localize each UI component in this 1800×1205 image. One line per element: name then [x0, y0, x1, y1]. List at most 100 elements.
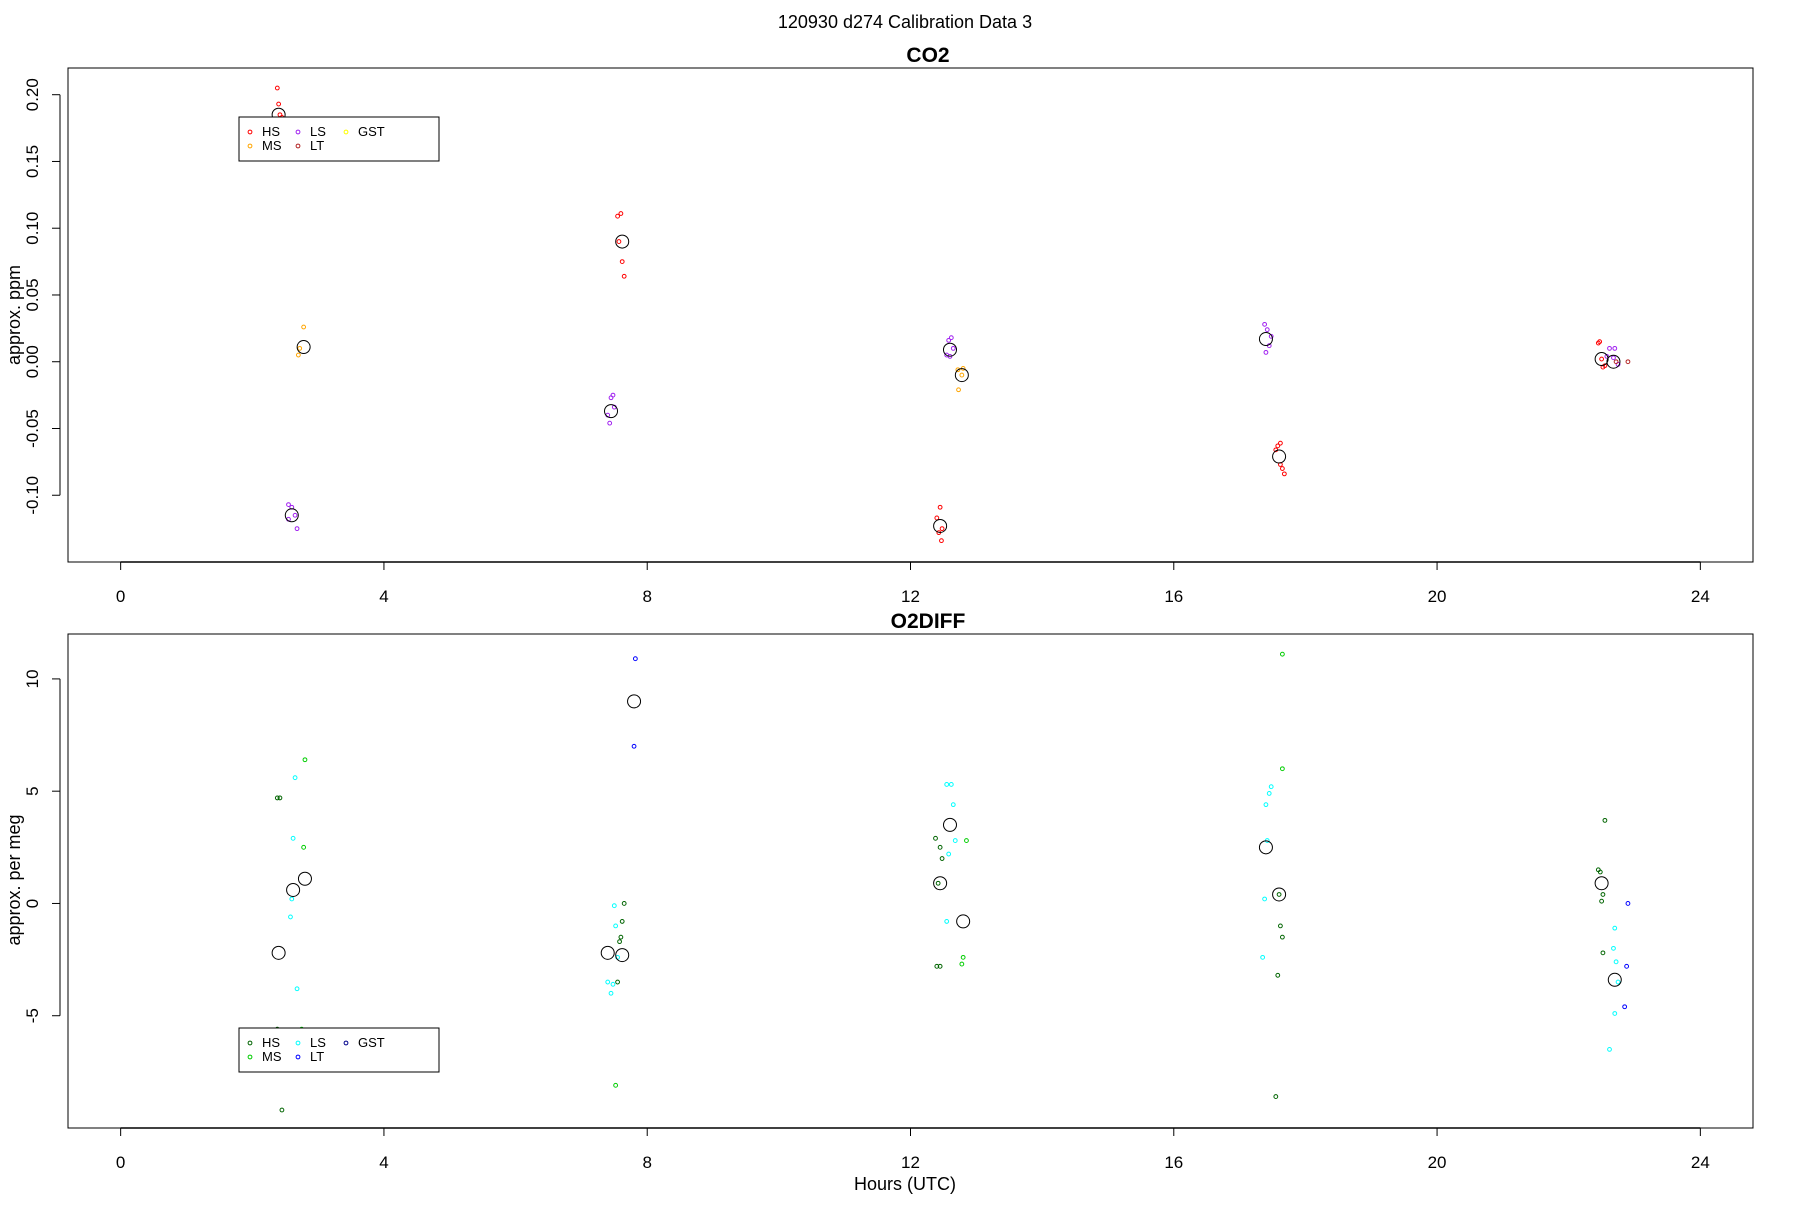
o2diff-point-ms: [960, 954, 966, 960]
co2-point-hs: [1597, 339, 1603, 345]
o2diff-point-hs: [1279, 934, 1285, 940]
co2-mean-marker: [1594, 352, 1609, 367]
o2diff-mean-marker: [1607, 972, 1622, 987]
o2diff-mean-marker: [615, 948, 630, 963]
co2-point-hs: [274, 85, 280, 91]
o2diff-point-hs: [277, 795, 283, 801]
co2-x-tick-label: 16: [1164, 587, 1183, 606]
co2-point-ls: [292, 512, 298, 518]
o2diff-legend-label: GST: [358, 1035, 385, 1050]
co2-point-ls: [1264, 327, 1270, 333]
co2-y-tick-label: 0.20: [23, 78, 42, 111]
o2diff-mean-marker: [933, 876, 948, 891]
o2diff-mean-marker: [286, 882, 301, 897]
o2diff-legend-marker: [343, 1040, 349, 1046]
o2diff-panel: O2DIFF -5 0 5 10 0 4 8 12 16 20 24 approx. per me…: [4, 610, 1754, 1194]
co2-legend-label: GST: [358, 124, 385, 139]
o2diff-y-tick-label: 5: [23, 786, 42, 795]
co2-y-tick-label: -0.10: [23, 476, 42, 515]
co2-point-ls: [946, 337, 952, 343]
o2diff-mean-marker: [1272, 887, 1287, 902]
o2diff-y-tick-label: -5: [23, 1008, 42, 1023]
co2-y-tick-label: -0.05: [23, 409, 42, 448]
o2diff-y-axis-label: approx. per meg: [4, 814, 24, 945]
co2-point-ls: [1263, 349, 1269, 355]
o2diff-point-ls: [1612, 925, 1618, 931]
o2diff-point-ls: [1615, 979, 1621, 985]
o2diff-mean-marker: [1594, 876, 1609, 891]
o2diff-point-lt: [1624, 963, 1630, 969]
co2-points: [271, 85, 1631, 544]
o2diff-point-lt: [1622, 1004, 1628, 1010]
o2diff-point-hs: [1278, 923, 1283, 929]
co2-point-lt: [1625, 359, 1631, 365]
co2-legend-label: MS: [262, 138, 282, 153]
o2diff-point-hs: [279, 1107, 285, 1113]
co2-x-tick-label: 8: [642, 587, 651, 606]
o2diff-point-ms: [302, 757, 308, 763]
o2diff-point-hs: [274, 795, 280, 801]
co2-point-hs: [939, 538, 944, 544]
o2diff-y-tick-label: 10: [23, 669, 42, 688]
o2diff-point-hs: [1600, 950, 1606, 956]
o2diff-point-ls: [944, 919, 950, 924]
o2diff-mean-marker: [956, 914, 971, 929]
o2diff-mean-marker: [627, 694, 642, 709]
co2-legend-marker: [343, 129, 349, 135]
o2diff-point-hs: [1273, 1094, 1279, 1099]
o2diff-point-ls: [610, 981, 616, 987]
o2diff-point-ms: [613, 1082, 619, 1088]
o2diff-legend-marker: [295, 1054, 301, 1060]
o2diff-legend-label: LS: [310, 1035, 326, 1050]
co2-point-ms: [295, 352, 301, 358]
co2-y-tick-label: 0.15: [23, 145, 42, 178]
co2-y-axis-label: approx. ppm: [4, 265, 24, 365]
o2diff-point-hs: [621, 901, 627, 906]
o2diff-point-hs: [617, 939, 622, 945]
co2-title: CO2: [906, 44, 949, 67]
co2-mean-marker: [954, 368, 969, 383]
co2-point-hs: [619, 259, 625, 264]
co2-point-ms: [959, 372, 965, 378]
o2diff-point-hs: [1600, 892, 1606, 897]
o2diff-point-ls: [950, 802, 956, 808]
o2diff-point-ms: [1279, 766, 1285, 772]
co2-point-lt: [1613, 359, 1619, 365]
o2diff-legend-label: LT: [310, 1049, 324, 1064]
co2-point-ls: [950, 345, 956, 351]
co2-point-ls: [294, 526, 300, 532]
co2-mean-marker: [933, 518, 948, 533]
o2diff-points: [271, 651, 1631, 1113]
o2diff-legend-label: HS: [262, 1035, 280, 1050]
o2diff-point-ls: [1613, 959, 1619, 965]
o2diff-point-hs: [937, 844, 943, 850]
o2diff-legend-marker: [295, 1040, 301, 1046]
o2diff-point-ls: [952, 838, 958, 843]
o2diff-point-lt: [1625, 901, 1631, 906]
o2diff-point-ls: [292, 775, 298, 781]
o2diff-point-ls: [613, 923, 619, 929]
co2-legend-marker: [295, 143, 301, 149]
co2-y-tick-label: 0.00: [23, 345, 42, 378]
co2-point-ls: [1612, 345, 1618, 351]
page-title: 120930 d274 Calibration Data 3: [778, 12, 1032, 32]
o2diff-x-tick-label: 12: [901, 1153, 920, 1172]
co2-point-ls: [607, 420, 613, 426]
co2-point-hs: [1599, 356, 1605, 362]
o2diff-y-tick-label: 0: [23, 899, 42, 908]
o2diff-point-ls: [946, 851, 952, 857]
o2diff-point-ls: [608, 990, 614, 996]
co2-point-hs: [1281, 471, 1287, 477]
o2diff-point-ls: [294, 986, 300, 992]
co2-legend-label: HS: [262, 124, 280, 139]
co2-x-tick-label: 12: [901, 587, 920, 606]
co2-point-ls: [286, 502, 291, 507]
o2diff-point-hs: [1599, 898, 1605, 904]
co2-legend-marker: [295, 129, 301, 135]
o2diff-x-tick-label: 20: [1428, 1153, 1447, 1172]
o2diff-point-hs: [935, 880, 941, 886]
